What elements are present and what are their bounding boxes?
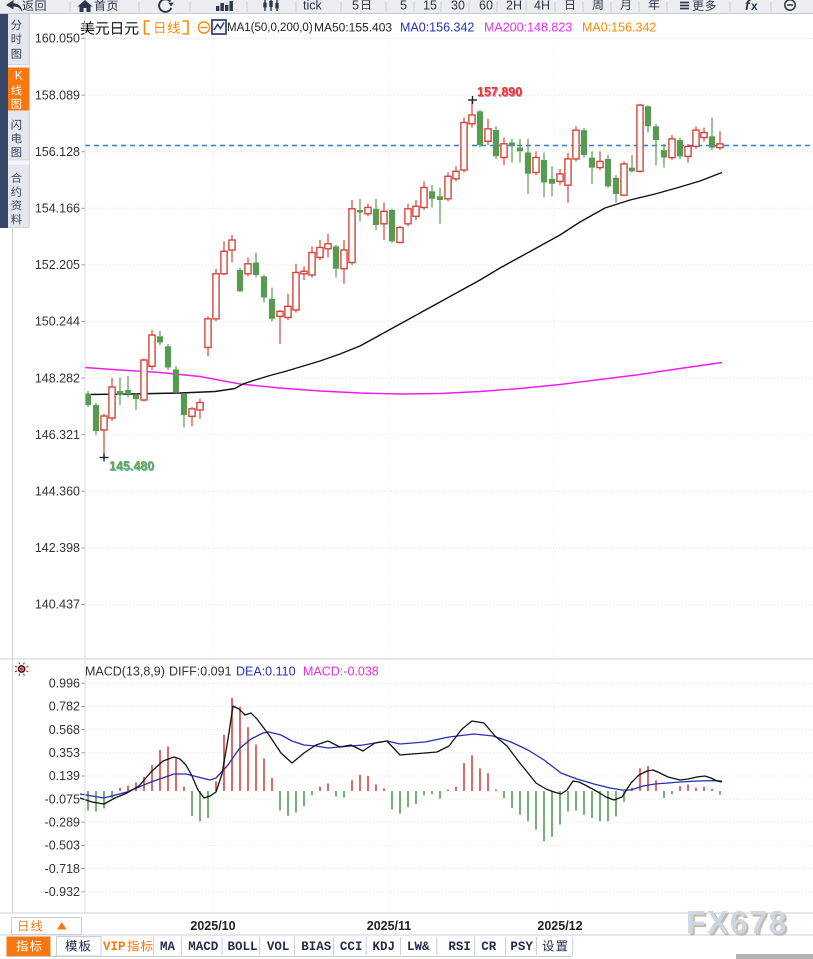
svg-text:-0.932: -0.932 bbox=[45, 885, 80, 899]
svg-text:157.890: 157.890 bbox=[478, 86, 523, 100]
svg-text:144.360: 144.360 bbox=[35, 485, 80, 499]
svg-text:MA: MA bbox=[160, 940, 176, 954]
svg-text:158.089: 158.089 bbox=[35, 88, 80, 102]
svg-text:15: 15 bbox=[423, 0, 437, 13]
svg-text:MA50:155.403: MA50:155.403 bbox=[314, 20, 392, 34]
svg-text:x: x bbox=[751, 0, 758, 13]
svg-text:4H: 4H bbox=[534, 0, 550, 13]
svg-text:148.282: 148.282 bbox=[35, 371, 80, 385]
svg-text:-0.289: -0.289 bbox=[45, 815, 80, 829]
svg-text:154.166: 154.166 bbox=[35, 202, 80, 216]
svg-text:DEA:0.110: DEA:0.110 bbox=[236, 665, 296, 679]
svg-text:2H: 2H bbox=[506, 0, 522, 13]
svg-text:K: K bbox=[15, 71, 23, 83]
svg-text:PSY: PSY bbox=[510, 940, 533, 954]
svg-text:MA200:148.823: MA200:148.823 bbox=[484, 21, 572, 35]
svg-text:VOL: VOL bbox=[267, 940, 290, 954]
svg-text:0.353: 0.353 bbox=[49, 746, 80, 760]
svg-text:MA1(50,0,200,0): MA1(50,0,200,0) bbox=[227, 22, 313, 34]
svg-text:2025/12: 2025/12 bbox=[537, 919, 582, 933]
svg-text:-0.503: -0.503 bbox=[45, 839, 80, 853]
svg-text:CCI: CCI bbox=[340, 940, 363, 954]
svg-text:FX678: FX678 bbox=[686, 905, 788, 941]
svg-text:VIP: VIP bbox=[103, 940, 126, 954]
svg-text:MACD: MACD bbox=[188, 940, 219, 954]
svg-text:60: 60 bbox=[479, 0, 493, 13]
svg-text:140.437: 140.437 bbox=[35, 598, 80, 612]
svg-text:157.890: 157.890 bbox=[477, 85, 522, 99]
svg-text:156.128: 156.128 bbox=[35, 145, 80, 159]
svg-text:-0.718: -0.718 bbox=[45, 862, 80, 876]
svg-text:tick: tick bbox=[303, 0, 323, 13]
svg-text:5: 5 bbox=[352, 0, 359, 13]
svg-text:MACD(13,8,9): MACD(13,8,9) bbox=[85, 665, 165, 679]
svg-text:KDJ: KDJ bbox=[373, 940, 396, 954]
svg-text:0.568: 0.568 bbox=[49, 723, 80, 737]
svg-text:f: f bbox=[745, 0, 751, 13]
svg-text:0.782: 0.782 bbox=[49, 700, 80, 714]
svg-text:MACD:-0.038: MACD:-0.038 bbox=[303, 665, 379, 679]
svg-text:2025/11: 2025/11 bbox=[367, 919, 412, 933]
svg-text:152.205: 152.205 bbox=[35, 258, 80, 272]
svg-text:DIFF:0.091: DIFF:0.091 bbox=[169, 665, 232, 679]
svg-text:RSI: RSI bbox=[448, 940, 471, 954]
svg-text:-0.075: -0.075 bbox=[45, 792, 80, 806]
svg-text:MA0:156.342: MA0:156.342 bbox=[582, 21, 656, 35]
svg-text:145.480: 145.480 bbox=[110, 460, 155, 474]
svg-text:30: 30 bbox=[451, 0, 465, 13]
svg-text:2025/10: 2025/10 bbox=[190, 919, 235, 933]
svg-text:0.996: 0.996 bbox=[49, 677, 80, 691]
svg-text:0.139: 0.139 bbox=[49, 769, 80, 783]
svg-text:142.398: 142.398 bbox=[35, 541, 80, 555]
svg-text:FX678: FX678 bbox=[688, 907, 790, 943]
svg-text:CR: CR bbox=[481, 940, 497, 954]
svg-text:160.050: 160.050 bbox=[35, 32, 80, 46]
svg-text:150.244: 150.244 bbox=[35, 315, 80, 329]
svg-text:5: 5 bbox=[400, 0, 407, 13]
svg-text:146.321: 146.321 bbox=[35, 428, 80, 442]
svg-text:BOLL: BOLL bbox=[227, 940, 257, 954]
svg-text:BIAS: BIAS bbox=[301, 940, 332, 954]
svg-text:LW&: LW& bbox=[407, 940, 430, 954]
svg-text:MA0:156.342: MA0:156.342 bbox=[400, 21, 474, 35]
svg-text:145.480: 145.480 bbox=[109, 459, 154, 473]
